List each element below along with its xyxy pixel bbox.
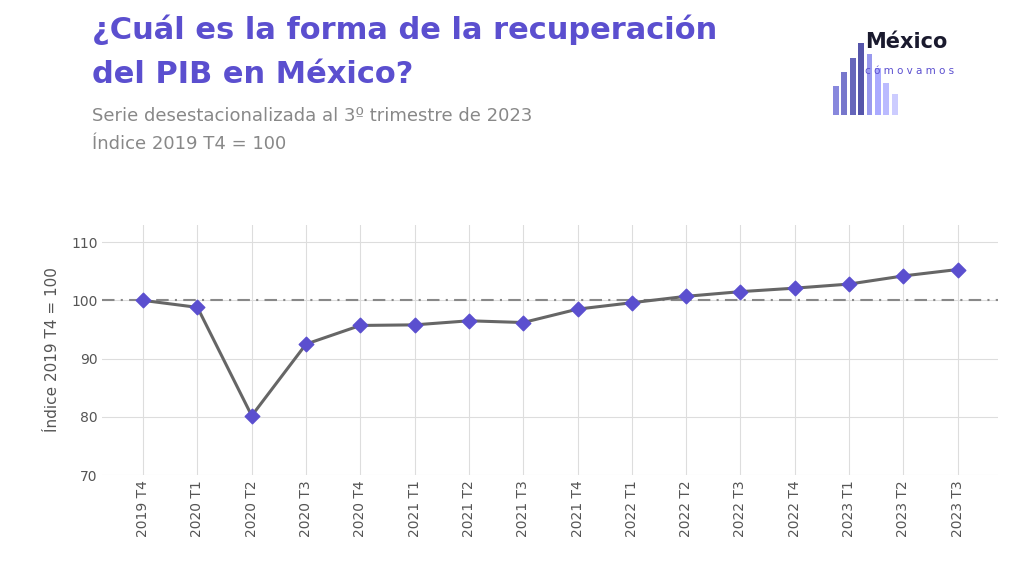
Text: ELABORADO POR MÉXICO, ¿CÓMO VAMOS? CON DATOS DEL INEGI: ELABORADO POR MÉXICO, ¿CÓMO VAMOS? CON D… <box>26 550 516 565</box>
Bar <box>876 69 881 115</box>
Point <box>678 291 694 301</box>
Y-axis label: Índice 2019 T4 = 100: Índice 2019 T4 = 100 <box>45 267 60 433</box>
Point <box>895 271 911 281</box>
Bar <box>892 93 898 115</box>
Text: Índice 2019 T4 = 100: Índice 2019 T4 = 100 <box>92 135 287 153</box>
Point <box>189 303 206 312</box>
Bar <box>884 83 890 115</box>
Point <box>352 321 369 330</box>
Point <box>407 320 423 329</box>
Text: ¿Cuál es la forma de la recuperación: ¿Cuál es la forma de la recuperación <box>92 14 718 45</box>
Bar <box>866 54 872 115</box>
Bar <box>833 86 839 115</box>
Point <box>244 411 260 420</box>
Bar <box>850 58 855 115</box>
Bar <box>841 72 847 115</box>
Text: c ó m o v a m o s: c ó m o v a m o s <box>865 66 954 76</box>
Point <box>298 339 314 348</box>
Text: del PIB en México?: del PIB en México? <box>92 60 414 89</box>
Point <box>515 318 531 327</box>
Point <box>461 316 477 325</box>
Point <box>135 296 152 305</box>
Point <box>841 279 857 289</box>
Text: Serie desestacionalizada al 3º trimestre de 2023: Serie desestacionalizada al 3º trimestre… <box>92 107 532 124</box>
Point <box>949 265 966 274</box>
Text: México: México <box>865 32 947 52</box>
Point <box>786 283 803 293</box>
Point <box>569 305 586 314</box>
Point <box>732 287 749 296</box>
Bar <box>858 43 864 115</box>
Point <box>624 298 640 308</box>
